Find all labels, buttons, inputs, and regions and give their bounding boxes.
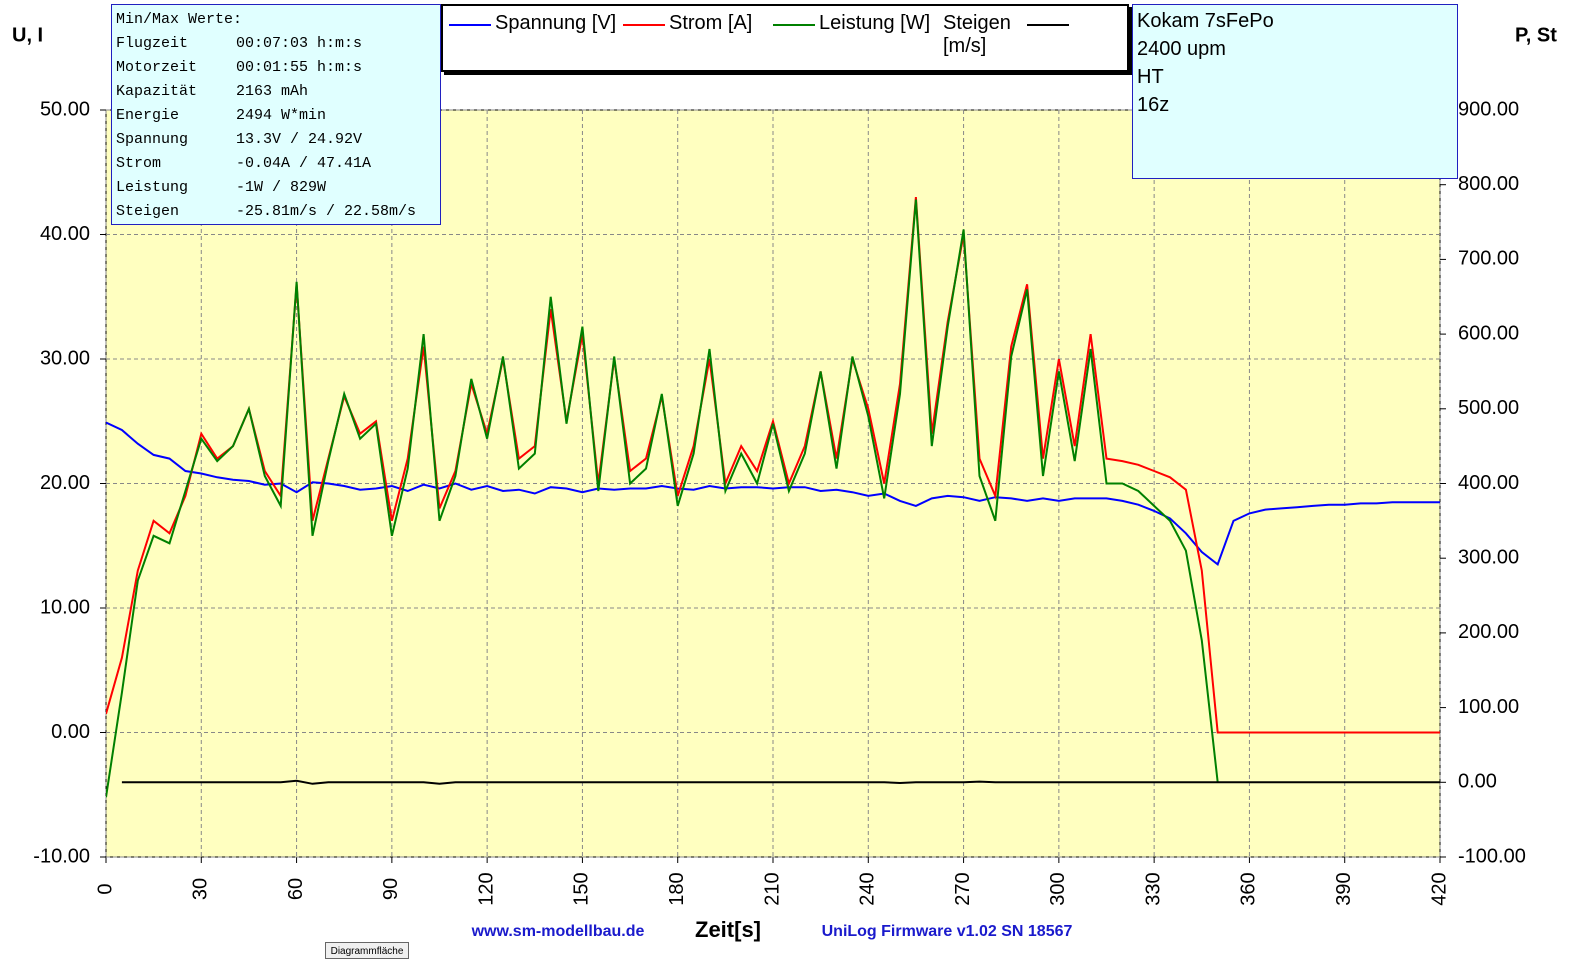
legend-item: Spannung [V]: [449, 12, 616, 35]
x-tick-label: 240: [857, 872, 879, 905]
y-tick-label: 20.00: [40, 472, 90, 494]
info-row: Leistung -1W / 829W: [116, 176, 436, 200]
y2-tick-label: 900.00: [1458, 98, 1519, 120]
info-label: Spannung: [116, 131, 189, 148]
x-tick-label: 420: [1428, 872, 1450, 905]
info-value: 00:01:55 h:m:s: [236, 59, 363, 76]
info-value: 00:07:03 h:m:s: [236, 35, 363, 52]
x-tick-label: 360: [1238, 872, 1260, 905]
info-value: -1W / 829W: [236, 179, 327, 196]
x-tick-label: 390: [1333, 872, 1355, 905]
y2-tick-label: 500.00: [1458, 397, 1519, 419]
series-line: [121, 779, 1440, 785]
info-value: 2163 mAh: [236, 83, 309, 100]
x-tick-label: 300: [1047, 872, 1069, 905]
x-tick-label: 30: [190, 878, 212, 900]
note-box: Kokam 7sFePo 2400 upm HT 16z: [1132, 4, 1458, 179]
grid: 0 30 60 90 120 150 180 210 240 270 300 330 360 390 420…: [33, 98, 1526, 905]
info-value: -0.04A / 47.41A: [236, 155, 372, 172]
y2-tick-label: 100.00: [1458, 696, 1519, 718]
footer-left: www.sm-modellbau.de: [471, 923, 645, 940]
series-line: [106, 199, 1219, 798]
legend-item: Leistung [W]: [773, 12, 930, 35]
legend-label: Steigen [m/s]: [943, 12, 1011, 57]
info-row: Strom -0.04A / 47.41A: [116, 152, 436, 176]
note-line: HT: [1137, 66, 1164, 88]
legend-swatch: [449, 24, 491, 26]
footer-right: UniLog Firmware v1.02 SN 18567: [822, 923, 1073, 940]
x-tick-label: 180: [666, 872, 688, 905]
x-tick-label: 120: [475, 872, 497, 905]
legend-swatch: [623, 24, 665, 26]
y2-tick-label: 200.00: [1458, 621, 1519, 643]
button[interactable]: Diagrammfläche: [325, 942, 409, 959]
y-tick-label: 30.00: [40, 347, 90, 369]
series-line: [106, 421, 1440, 567]
info-label: Energie: [116, 107, 180, 124]
y2-tick-label: 400.00: [1458, 472, 1519, 494]
y-tick-label: 50.00: [40, 98, 90, 120]
info-title: Min/Max Werte:: [116, 11, 243, 28]
lines: [106, 197, 1440, 798]
x-tick-label: 270: [952, 872, 974, 905]
legend-label: Leistung [W]: [819, 12, 931, 34]
note-line: 16z: [1137, 94, 1170, 116]
legend-label: Spannung [V]: [495, 12, 617, 34]
info-row: Flugzeit 00:07:03 h:m:s: [116, 32, 436, 56]
y-tick-label: 40.00: [40, 223, 90, 245]
y2-tick-label: 700.00: [1458, 248, 1519, 270]
info-box: Min/Max Werte: Flugzeit 00:07:03 h:m:s Mot…: [111, 4, 441, 225]
y2-tick-label: -100.00: [1458, 845, 1526, 867]
info-label: Steigen: [116, 203, 180, 220]
y2-tick-label: 300.00: [1458, 546, 1519, 568]
info-row: Kapazität 2163 mAh: [116, 80, 436, 104]
y2-tick-label: 0.00: [1458, 771, 1497, 793]
info-label: Leistung: [116, 179, 189, 196]
legend-item: Steigen [m/s]: [943, 12, 1073, 58]
info-value: 13.3V / 24.92V: [236, 131, 363, 148]
y-tick-label: 10.00: [40, 596, 90, 618]
info-label: Kapazität: [116, 83, 198, 100]
info-label: Motorzeit: [116, 59, 198, 76]
legend-label: Strom [A]: [669, 12, 753, 34]
x-tick-label: 210: [761, 872, 783, 905]
note-line: Kokam 7sFePo: [1137, 10, 1274, 32]
info-value: -25.81m/s / 22.58m/s: [236, 203, 417, 220]
y-tick-label: -10.00: [33, 845, 90, 867]
note-line: 2400 upm: [1137, 38, 1226, 60]
info-label: Strom: [116, 155, 162, 172]
x-axis-label: Zeit[s]: [695, 917, 761, 942]
legend-item: Strom [A]: [623, 12, 752, 35]
legend: Spannung [V] Strom [A] Leistung [W] Steigen…: [441, 4, 1129, 72]
info-row: Steigen -25.81m/s / 22.58m/s: [116, 200, 436, 224]
info-row: Spannung 13.3V / 24.92V: [116, 128, 436, 152]
legend-swatch: [773, 24, 815, 26]
info-value: 2494 W*min: [236, 107, 327, 124]
info-label: Flugzeit: [116, 35, 189, 52]
y-tick-label: 0.00: [51, 721, 90, 743]
x-tick-label: 150: [571, 872, 593, 905]
info-row: Energie 2494 W*min: [116, 104, 436, 128]
y2-axis-label: P, St: [1515, 24, 1557, 46]
x-tick-label: 330: [1142, 872, 1164, 905]
y-axis-label: U, I: [12, 24, 43, 46]
x-tick-label: 90: [380, 878, 402, 900]
x-tick-label: 60: [285, 878, 307, 900]
info-row: Motorzeit 00:01:55 h:m:s: [116, 56, 436, 80]
legend-swatch: [1027, 24, 1069, 26]
x-tick-label: 0: [94, 883, 116, 894]
y2-tick-label: 600.00: [1458, 322, 1519, 344]
y2-tick-label: 800.00: [1458, 173, 1519, 195]
